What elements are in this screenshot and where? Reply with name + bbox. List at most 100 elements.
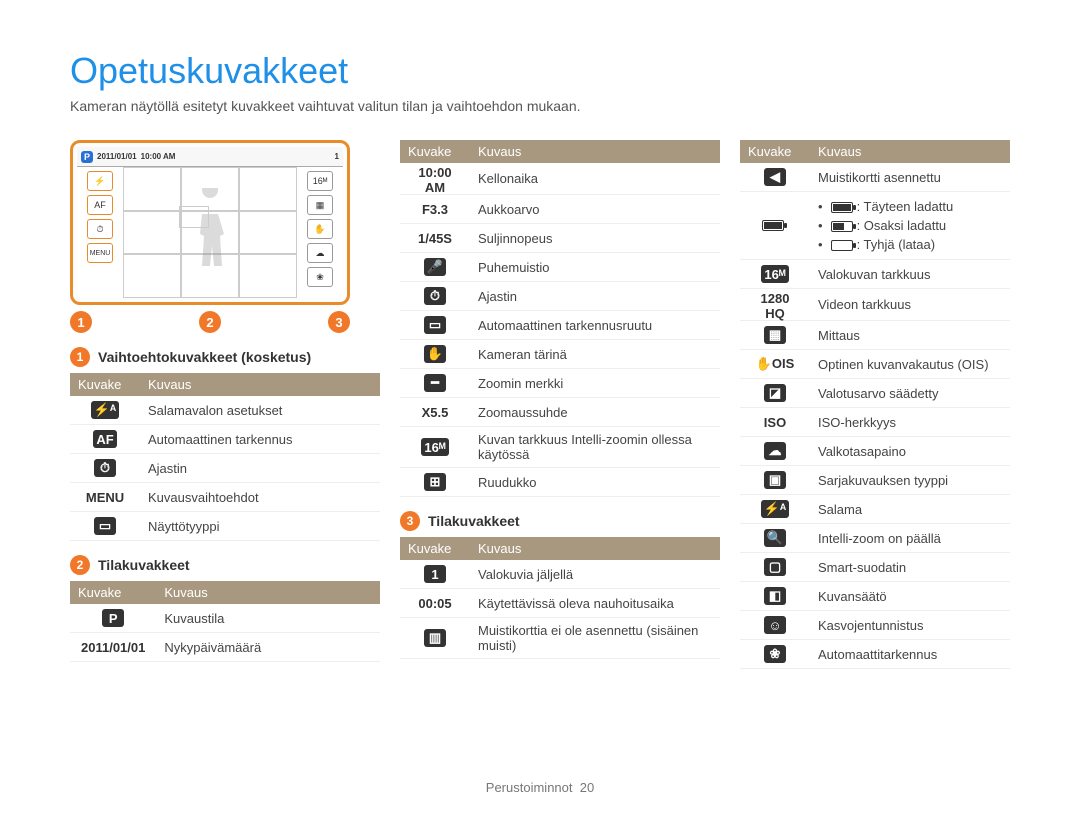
icon-cell: ⚡ᴬ xyxy=(70,396,140,425)
table-row: 2011/01/01Nykypäivämäärä xyxy=(70,633,380,662)
icon-cell: ▭ xyxy=(70,512,140,541)
wb-icon: ☁ xyxy=(307,243,333,263)
icon-cell: 2011/01/01 xyxy=(70,633,156,662)
table-row: ❀Automaattitarkennus xyxy=(740,640,1010,669)
th-icon: Kuvake xyxy=(70,581,156,604)
desc-cell: Suljinnopeus xyxy=(470,224,720,253)
icon-cell: ▣ xyxy=(740,466,810,495)
macro-icon: ❀ xyxy=(307,267,333,287)
section1-body: ⚡ᴬSalamavalon asetuksetAFAutomaattinen t… xyxy=(70,396,380,541)
desc-cell: Zoomaussuhde xyxy=(470,398,720,427)
section2-title-text: Tilakuvakkeet xyxy=(98,557,190,573)
icon-cell: ◪ xyxy=(740,379,810,408)
marker-3: 3 xyxy=(328,311,350,333)
timer-icon: ⏱ xyxy=(87,219,113,239)
table-row: MENUKuvausvaihtoehdot xyxy=(70,483,380,512)
desc-cell: Kameran tärinä xyxy=(470,340,720,369)
intro-text: Kameran näytöllä esitetyt kuvakkeet vaih… xyxy=(70,98,1010,114)
table-row: ▣Sarjakuvauksen tyyppi xyxy=(740,466,1010,495)
desc-cell: Salamavalon asetukset xyxy=(140,396,380,425)
desc-cell: Mittaus xyxy=(810,321,1010,350)
desc-cell: Valkotasapaino xyxy=(810,437,1010,466)
content-columns: P 2011/01/01 10:00 AM 1 ⚡ AF ⏱ MENU xyxy=(70,140,1010,669)
desc-cell: Käytettävissä oleva nauhoitusaika xyxy=(470,589,720,618)
icon-cell: X5.5 xyxy=(400,398,470,427)
column-3: KuvakeKuvaus ◀Muistikortti asennettu: Tä… xyxy=(740,140,1010,669)
table-row: 10:00 AMKellonaika xyxy=(400,163,720,195)
section3-title-text: Tilakuvakkeet xyxy=(428,513,520,529)
section2b-table: KuvakeKuvaus 10:00 AMKellonaikaF3.3Aukko… xyxy=(400,140,720,497)
table-row: ⏱Ajastin xyxy=(70,454,380,483)
footer-label: Perustoiminnot xyxy=(486,780,573,795)
table-row: ✋Kameran tärinä xyxy=(400,340,720,369)
desc-cell: Muistikorttia ei ole asennettu (sisäinen… xyxy=(470,618,720,659)
page-title: Opetuskuvakkeet xyxy=(70,50,1010,92)
table-row: 🎤Puhemuistio xyxy=(400,253,720,282)
desc-cell: Aukkoarvo xyxy=(470,195,720,224)
icon-cell: ⏱ xyxy=(400,282,470,311)
table-row: 1280 HQVideon tarkkuus xyxy=(740,289,1010,321)
desc-cell: Optinen kuvanvakautus (OIS) xyxy=(810,350,1010,379)
desc-cell: Kasvojentunnistus xyxy=(810,611,1010,640)
section3-badge: 3 xyxy=(400,511,420,531)
icon-cell: MENU xyxy=(70,483,140,512)
footer-page-number: 20 xyxy=(580,780,594,795)
table-row: F3.3Aukkoarvo xyxy=(400,195,720,224)
column-2: Kuvake Kuvaus 10:00 AMKellonaikaF3.3Aukko… xyxy=(400,140,720,669)
icon-cell: P xyxy=(70,604,156,633)
section3b-body: ◀Muistikortti asennettu: Täyteen ladattu… xyxy=(740,163,1010,669)
icon-cell: 1/45S xyxy=(400,224,470,253)
table-row: ☁Valkotasapaino xyxy=(740,437,1010,466)
th-desc: Kuvaus xyxy=(470,140,720,163)
icon-cell: 16ᴹ xyxy=(400,427,470,468)
section2-title: 2 Tilakuvakkeet xyxy=(70,555,380,575)
column-1: P 2011/01/01 10:00 AM 1 ⚡ AF ⏱ MENU xyxy=(70,140,380,669)
table-row: ━Zoomin merkki xyxy=(400,369,720,398)
focus-box xyxy=(179,206,209,228)
icon-cell: ☁ xyxy=(740,437,810,466)
icon-cell: 00:05 xyxy=(400,589,470,618)
icon-cell: ❀ xyxy=(740,640,810,669)
icon-cell: 🎤 xyxy=(400,253,470,282)
table-row: AFAutomaattinen tarkennus xyxy=(70,425,380,454)
desc-cell: Valokuvan tarkkuus xyxy=(810,260,1010,289)
menu-icon: MENU xyxy=(87,243,113,263)
th-icon: Kuvake xyxy=(400,537,470,560)
table-row: PKuvaustila xyxy=(70,604,380,633)
desc-cell: Kellonaika xyxy=(470,163,720,195)
icon-cell: ⊞ xyxy=(400,468,470,497)
table-row: ISOISO-herkkyys xyxy=(740,408,1010,437)
desc-cell: Valokuvia jäljellä xyxy=(470,560,720,589)
table-row: 1/45SSuljinnopeus xyxy=(400,224,720,253)
icon-cell: 10:00 AM xyxy=(400,163,470,195)
desc-cell: Näyttötyyppi xyxy=(140,512,380,541)
screen-time: 10:00 AM xyxy=(141,152,176,161)
icon-cell: ▥ xyxy=(400,618,470,659)
desc-cell: Kuvan tarkkuus Intelli-zoomin ollessa kä… xyxy=(470,427,720,468)
table-row: X5.5Zoomaussuhde xyxy=(400,398,720,427)
icon-cell: ▢ xyxy=(740,553,810,582)
desc-cell: Ruudukko xyxy=(470,468,720,497)
icon-cell: ▭ xyxy=(400,311,470,340)
table-row: : Täyteen ladattu: Osaksi ladattu: Tyhjä… xyxy=(740,192,1010,260)
icon-cell: 1 xyxy=(400,560,470,589)
table-row: ◧Kuvansäätö xyxy=(740,582,1010,611)
marker-1: 1 xyxy=(70,311,92,333)
section3-title: 3 Tilakuvakkeet xyxy=(400,511,720,531)
table-row: ⚡ᴬSalamavalon asetukset xyxy=(70,396,380,425)
desc-cell: ISO-herkkyys xyxy=(810,408,1010,437)
icon-cell: ⏱ xyxy=(70,454,140,483)
section1-badge: 1 xyxy=(70,347,90,367)
th-icon: Kuvake xyxy=(740,140,810,163)
desc-cell: Kuvansäätö xyxy=(810,582,1010,611)
table-row: ⊞Ruudukko xyxy=(400,468,720,497)
desc-cell: Nykypäivämäärä xyxy=(156,633,380,662)
desc-cell: Muistikortti asennettu xyxy=(810,163,1010,192)
battery-icon-cell xyxy=(740,192,810,260)
desc-cell: Kuvausvaihtoehdot xyxy=(140,483,380,512)
icon-cell: AF xyxy=(70,425,140,454)
desc-cell: Automaattinen tarkennusruutu xyxy=(470,311,720,340)
ois-icon: ✋ xyxy=(307,219,333,239)
section2-body: PKuvaustila2011/01/01Nykypäivämäärä xyxy=(70,604,380,662)
table-row: ⚡ᴬSalama xyxy=(740,495,1010,524)
